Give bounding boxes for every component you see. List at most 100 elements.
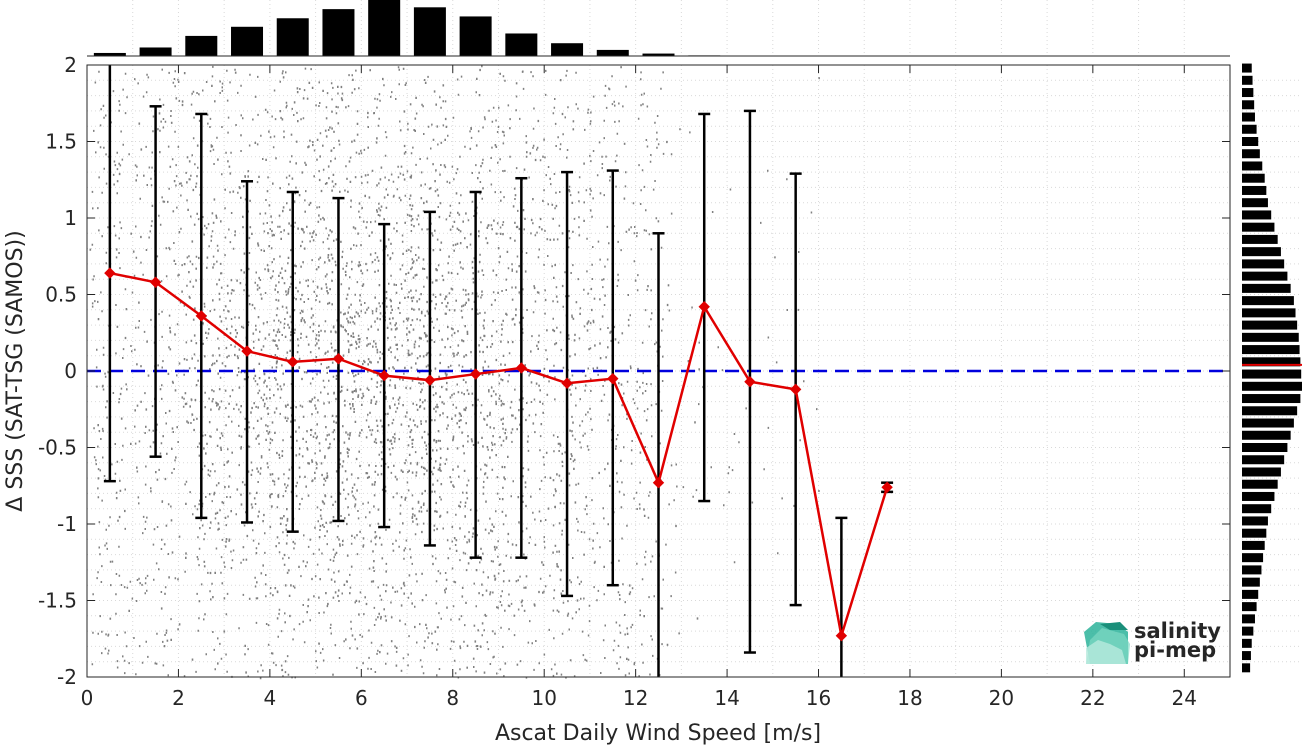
mean-marker bbox=[652, 476, 665, 489]
right-histogram-bar bbox=[1242, 577, 1260, 587]
right-histogram-bar bbox=[1242, 381, 1302, 391]
mean-marker bbox=[607, 372, 619, 385]
x-tick-label: 22 bbox=[1080, 686, 1105, 710]
right-histogram-bar bbox=[1242, 185, 1267, 195]
right-histogram-bar bbox=[1242, 663, 1251, 673]
y-tick-label: -1 bbox=[57, 512, 77, 536]
x-tick-label: 12 bbox=[623, 686, 648, 710]
right-histogram-bar bbox=[1242, 259, 1285, 269]
right-histogram-bar bbox=[1242, 651, 1251, 661]
x-axis-title: Ascat Daily Wind Speed [m/s] bbox=[495, 721, 821, 746]
mean-marker bbox=[378, 369, 390, 382]
right-histogram-bar bbox=[1242, 357, 1301, 367]
right-histogram-bar bbox=[1242, 553, 1264, 563]
mean-marker bbox=[195, 310, 208, 322]
right-histogram-bar bbox=[1242, 528, 1267, 538]
right-histogram-bar bbox=[1242, 504, 1272, 514]
mean-marker bbox=[149, 276, 162, 288]
right-histogram-bar bbox=[1242, 540, 1265, 550]
x-tick-label: 8 bbox=[446, 686, 459, 710]
binned-mean-line bbox=[109, 271, 889, 637]
right-histogram-bar bbox=[1242, 137, 1259, 146]
right-histogram-bar bbox=[1242, 443, 1288, 452]
x-tick-label: 4 bbox=[264, 686, 277, 710]
top-histogram-bar bbox=[139, 47, 172, 56]
right-histogram-bar bbox=[1242, 614, 1255, 624]
top-histogram-bar bbox=[459, 16, 492, 56]
y-tick-label: -1.5 bbox=[38, 589, 77, 613]
y-tick-label: -2 bbox=[57, 665, 77, 689]
right-histogram-bar bbox=[1242, 234, 1278, 244]
top-histogram-bar bbox=[231, 26, 264, 56]
top-histogram-bar bbox=[322, 9, 355, 56]
binned-mean-markers bbox=[104, 267, 893, 642]
right-histogram-bar bbox=[1242, 112, 1255, 122]
top-histogram-bar bbox=[596, 49, 629, 56]
y-tick-label: -0.5 bbox=[38, 436, 77, 460]
mean-marker bbox=[744, 376, 756, 388]
right-histogram-bar bbox=[1242, 418, 1294, 428]
top-histogram-bar bbox=[505, 33, 538, 56]
right-histogram-bar bbox=[1242, 345, 1300, 355]
right-histogram-bar bbox=[1242, 173, 1265, 183]
right-histogram-bar bbox=[1242, 88, 1254, 98]
right-histogram-bar bbox=[1242, 332, 1299, 342]
right-histogram-bar bbox=[1242, 308, 1296, 318]
right-histogram-bar bbox=[1242, 320, 1298, 330]
x-tick-label: 24 bbox=[1172, 686, 1197, 710]
right-histogram-bar bbox=[1242, 296, 1294, 306]
mean-marker bbox=[789, 383, 802, 396]
right-histogram-bar bbox=[1242, 271, 1288, 281]
x-tick-label: 16 bbox=[806, 686, 831, 710]
salinity-pi-mep-logo: salinity pi-mep bbox=[1084, 619, 1221, 664]
top-histogram-bar bbox=[368, 0, 401, 56]
grid-lines bbox=[87, 65, 1230, 677]
y-tick-label: 1 bbox=[64, 206, 77, 230]
top-histogram-bar bbox=[276, 18, 309, 56]
right-histogram-bar bbox=[1242, 210, 1272, 220]
mean-marker bbox=[469, 368, 482, 380]
top-histogram-bar bbox=[642, 53, 675, 56]
right-histogram-bar bbox=[1242, 100, 1255, 110]
right-histogram-bar bbox=[1242, 198, 1268, 208]
mean-marker bbox=[881, 481, 893, 493]
mean-marker bbox=[104, 267, 116, 279]
y-tick-label: 2 bbox=[64, 53, 77, 77]
right-histogram-bar bbox=[1242, 455, 1285, 465]
right-histogram-bar bbox=[1242, 565, 1262, 575]
right-histogram-bar bbox=[1242, 516, 1268, 526]
mean-marker bbox=[241, 345, 253, 357]
right-histogram-bar bbox=[1242, 247, 1281, 257]
right-histogram-bar bbox=[1242, 589, 1259, 599]
right-histogram bbox=[1242, 63, 1302, 673]
mean-marker bbox=[698, 301, 710, 313]
mean-marker bbox=[424, 374, 436, 386]
x-tick-label: 18 bbox=[897, 686, 922, 710]
top-histogram bbox=[87, 0, 1230, 57]
top-histogram-bar bbox=[551, 43, 584, 56]
top-histogram-bar bbox=[413, 7, 446, 56]
mean-marker bbox=[561, 377, 573, 389]
right-histogram-bar bbox=[1242, 394, 1301, 404]
right-histogram-bar bbox=[1242, 161, 1263, 171]
x-tick-label: 10 bbox=[531, 686, 556, 710]
logo-line1: salinity bbox=[1134, 619, 1221, 643]
top-histogram-bar bbox=[185, 35, 218, 56]
right-histogram-bar bbox=[1242, 222, 1275, 232]
logo-wave-icon bbox=[1084, 622, 1130, 664]
mean-marker bbox=[287, 356, 299, 368]
right-histogram-bar bbox=[1242, 491, 1275, 501]
right-histogram-bar bbox=[1242, 75, 1253, 85]
right-histogram-bar bbox=[1242, 283, 1291, 293]
right-histogram-bar bbox=[1242, 602, 1257, 612]
y-tick-label: 0.5 bbox=[45, 283, 77, 307]
x-tick-label: 2 bbox=[172, 686, 185, 710]
right-histogram-bar bbox=[1242, 626, 1254, 636]
right-histogram-bar bbox=[1242, 406, 1298, 416]
top-histogram-bar bbox=[93, 52, 126, 56]
mean-marker bbox=[515, 362, 528, 374]
y-axis-title: Δ SSS (SAT-TSG (SAMOS)) bbox=[3, 230, 28, 511]
right-histogram-bar bbox=[1242, 149, 1260, 159]
right-histogram-bar bbox=[1242, 63, 1252, 73]
